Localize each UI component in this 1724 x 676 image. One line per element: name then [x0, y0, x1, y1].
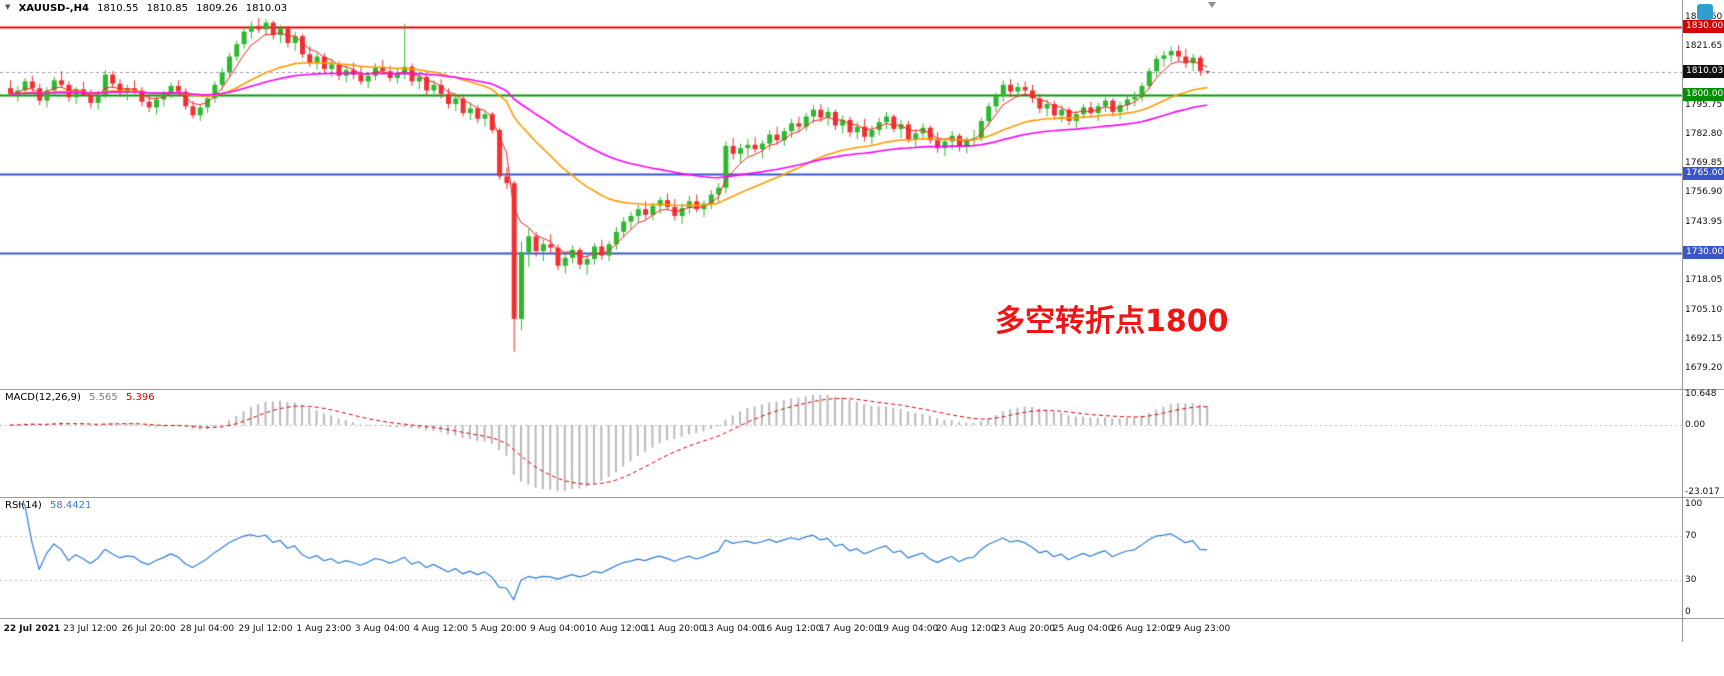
price-badge: 1765.00	[1683, 167, 1724, 181]
macd-title: MACD(12,26,9)	[5, 392, 81, 403]
ohlc-high: 1810.85	[146, 3, 189, 14]
price-badge: 1810.03	[1683, 65, 1724, 79]
price-axis-label: 1821.65	[1685, 41, 1723, 52]
collapse-arrow-icon[interactable]: ▼	[5, 3, 11, 11]
time-axis-label: 17 Aug 20:00	[819, 624, 880, 634]
price-badge: 1830.00	[1683, 20, 1724, 34]
ohlc-low: 1809.26	[196, 3, 238, 14]
panel-separator-bottom	[0, 618, 1724, 619]
time-axis-label: 10 Aug 12:00	[585, 624, 647, 634]
rsi-axis-label: 70	[1685, 531, 1697, 542]
price-badge: 1800.00	[1683, 87, 1724, 101]
rsi-title-row: RSI(14) 58.4421	[5, 500, 96, 511]
macd-title-row: MACD(12,26,9) 5.565 5.396	[5, 392, 160, 403]
price-axis-label: 1769.85	[1685, 158, 1723, 169]
price-axis-label: 1782.80	[1685, 128, 1723, 139]
price-axis-label: 1692.15	[1685, 333, 1723, 344]
time-axis-label: 25 Aug 04:00	[1052, 624, 1114, 634]
price-axis-separator	[1682, 0, 1683, 642]
macd-axis-label: -23.017	[1685, 486, 1720, 497]
platform-logo-icon	[1697, 4, 1713, 20]
macd-value-main: 5.565	[89, 392, 118, 403]
time-axis-label: 13 Aug 04:00	[702, 624, 764, 634]
panel-separator-macd[interactable]	[0, 389, 1724, 390]
rsi-axis-label: 0	[1685, 607, 1691, 617]
price-axis-label: 1718.05	[1685, 275, 1723, 286]
macd-value-signal: 5.396	[125, 392, 155, 403]
time-axis-label: 29 Aug 23:00	[1169, 624, 1231, 634]
time-axis-label: 5 Aug 20:00	[471, 624, 527, 634]
ohlc-open: 1810.55	[97, 3, 139, 14]
symbol-timeframe-label: XAUUSD-,H4	[18, 3, 89, 14]
macd-axis-label: 10.648	[1685, 389, 1717, 400]
time-axis-label: 19 Aug 04:00	[877, 624, 939, 634]
time-axis-label: 23 Aug 20:00	[994, 624, 1056, 634]
price-axis-label: 1795.75	[1685, 99, 1723, 110]
time-axis-label: 29 Jul 12:00	[238, 624, 293, 634]
price-axis-label: 1679.20	[1685, 363, 1723, 374]
rsi-title: RSI(14)	[5, 500, 42, 511]
rsi-axis-label: 100	[1685, 499, 1703, 509]
time-axis-label: 11 Aug 20:00	[643, 624, 705, 634]
time-axis[interactable]: 22 Jul 2021 23 Jul 12:00 26 Jul 20:00 28 Ju…	[0, 618, 1724, 652]
chart-shift-marker-icon	[1208, 2, 1216, 8]
price-axis-label: 1756.90	[1685, 187, 1723, 198]
panel-separator-rsi[interactable]	[0, 497, 1724, 498]
time-axis-label: 1 Aug 23:00	[296, 624, 352, 634]
time-axis-label: 9 Aug 04:00	[530, 624, 585, 634]
macd-axis-label: 0.00	[1685, 420, 1706, 430]
time-axis-label: 22 Jul 2021	[3, 624, 61, 634]
time-axis-label: 26 Aug 12:00	[1111, 624, 1172, 634]
chart-annotation-text: 多空转折点1800	[995, 304, 1229, 339]
time-axis-label: 3 Aug 04:00	[354, 624, 410, 634]
price-axis-label: 1743.95	[1685, 216, 1723, 227]
time-axis-label: 28 Jul 04:00	[180, 624, 235, 634]
rsi-axis-label: 30	[1685, 574, 1697, 585]
symbol-info-bar: ▼ XAUUSD-,H4 1810.55 1810.85 1809.26 181…	[5, 3, 292, 14]
time-axis-label: 16 Aug 12:00	[760, 624, 822, 634]
price-axis[interactable]: 1834.601821.651808.701795.751782.801769.…	[1683, 0, 1724, 642]
price-axis-label: 1705.10	[1685, 304, 1723, 315]
time-axis-label: 23 Jul 12:00	[63, 624, 118, 634]
rsi-value: 58.4421	[49, 500, 92, 511]
price-badge: 1730.00	[1683, 246, 1724, 260]
time-axis-label: 20 Aug 12:00	[935, 624, 997, 634]
time-axis-label: 4 Aug 12:00	[413, 624, 469, 634]
time-axis-label: 26 Jul 20:00	[121, 624, 176, 634]
ohlc-close: 1810.03	[245, 3, 288, 14]
